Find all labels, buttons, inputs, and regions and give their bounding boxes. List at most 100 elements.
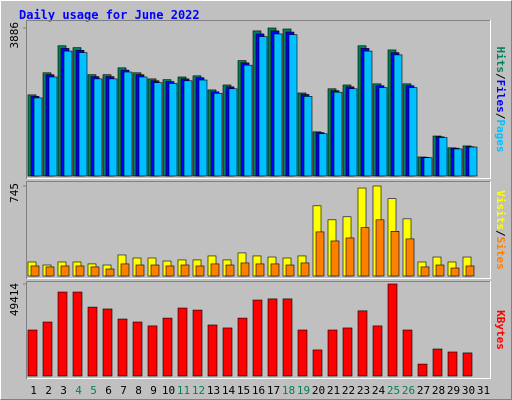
bar xyxy=(303,96,313,177)
x-tick-label: 24 xyxy=(372,384,386,397)
x-tick-label: 9 xyxy=(150,384,157,397)
x-tick-label: 16 xyxy=(252,384,265,397)
legend-entry: Files xyxy=(494,80,507,113)
x-tick-label: 12 xyxy=(192,384,205,397)
bar xyxy=(195,265,205,277)
bar xyxy=(135,264,145,277)
bar xyxy=(462,352,473,377)
bar xyxy=(108,78,118,177)
legend: Visits/Sites xyxy=(494,190,507,270)
x-tick-label: 7 xyxy=(120,384,127,397)
bar xyxy=(117,318,128,377)
bar xyxy=(240,262,250,277)
bar xyxy=(453,148,463,177)
bar xyxy=(273,33,283,177)
bar xyxy=(198,79,208,177)
bar xyxy=(93,78,103,177)
bar xyxy=(63,50,73,177)
bar xyxy=(387,283,398,377)
x-tick-label: 4 xyxy=(75,384,82,397)
bar xyxy=(270,263,280,277)
legend-entry: Hits xyxy=(494,47,507,74)
bar xyxy=(120,263,130,277)
legend-entry: Sites xyxy=(494,237,507,270)
bar xyxy=(333,91,343,177)
bar xyxy=(342,327,353,377)
bar xyxy=(432,348,443,377)
x-tick-label: 21 xyxy=(327,384,340,397)
bar xyxy=(87,306,98,377)
bar xyxy=(438,137,448,177)
bar xyxy=(375,219,385,277)
bar xyxy=(420,266,430,277)
bar xyxy=(258,36,268,177)
x-tick-label: 23 xyxy=(357,384,370,397)
bar xyxy=(405,238,415,277)
bar xyxy=(168,83,178,177)
x-tick-label: 31 xyxy=(477,384,490,397)
bar xyxy=(102,308,113,377)
bar xyxy=(417,363,428,377)
bar xyxy=(378,87,388,177)
bar xyxy=(423,157,433,177)
bar xyxy=(72,291,83,377)
bar xyxy=(300,262,310,277)
x-tick-label: 11 xyxy=(177,384,190,397)
bar xyxy=(348,88,358,177)
bar xyxy=(393,54,403,177)
bar xyxy=(315,231,325,277)
x-tick-label: 13 xyxy=(207,384,220,397)
bar xyxy=(408,87,418,177)
x-tick-label: 27 xyxy=(417,384,430,397)
legend-separator: / xyxy=(494,113,507,120)
bar xyxy=(288,34,298,177)
bar xyxy=(282,298,293,377)
bar xyxy=(207,324,218,377)
x-tick-label: 2 xyxy=(45,384,52,397)
bar xyxy=(138,76,148,177)
x-tick-label: 26 xyxy=(402,384,415,397)
bar xyxy=(78,52,88,177)
bar xyxy=(123,71,133,177)
x-tick-label: 29 xyxy=(447,384,460,397)
bar xyxy=(468,146,478,177)
bar xyxy=(132,321,143,377)
x-tick-label: 17 xyxy=(267,384,280,397)
bar xyxy=(285,264,295,277)
legend-entry: Pages xyxy=(494,119,507,152)
bar xyxy=(360,227,370,277)
x-tick-label: 19 xyxy=(297,384,310,397)
bar xyxy=(450,267,460,277)
x-tick-label: 8 xyxy=(135,384,142,397)
legend-entry: Visits xyxy=(494,190,507,230)
bar xyxy=(57,291,68,377)
bar xyxy=(228,88,238,177)
bar xyxy=(105,268,115,277)
legend-separator: / xyxy=(494,73,507,80)
bar xyxy=(150,264,160,277)
legend: Hits/Files/Pages xyxy=(494,47,507,153)
bar xyxy=(330,240,340,277)
bar xyxy=(147,325,158,377)
bar xyxy=(90,266,100,277)
bar xyxy=(357,310,368,377)
bar xyxy=(60,265,70,277)
bar xyxy=(390,231,400,277)
x-tick-label: 3 xyxy=(60,384,67,397)
bar xyxy=(48,76,58,177)
legend: KBytes xyxy=(494,310,507,350)
y-tick-label: 3886 xyxy=(8,22,21,49)
bar xyxy=(312,349,323,377)
chart-title: Daily usage for June 2022 xyxy=(19,8,200,22)
bar xyxy=(75,265,85,277)
x-tick-label: 18 xyxy=(282,384,295,397)
legend-entry: KBytes xyxy=(494,310,507,350)
bar xyxy=(297,329,308,377)
x-tick-label: 14 xyxy=(222,384,236,397)
x-tick-label: 10 xyxy=(162,384,175,397)
x-tick-label: 5 xyxy=(90,384,97,397)
x-tick-label: 6 xyxy=(105,384,112,397)
x-tick-label: 30 xyxy=(462,384,475,397)
